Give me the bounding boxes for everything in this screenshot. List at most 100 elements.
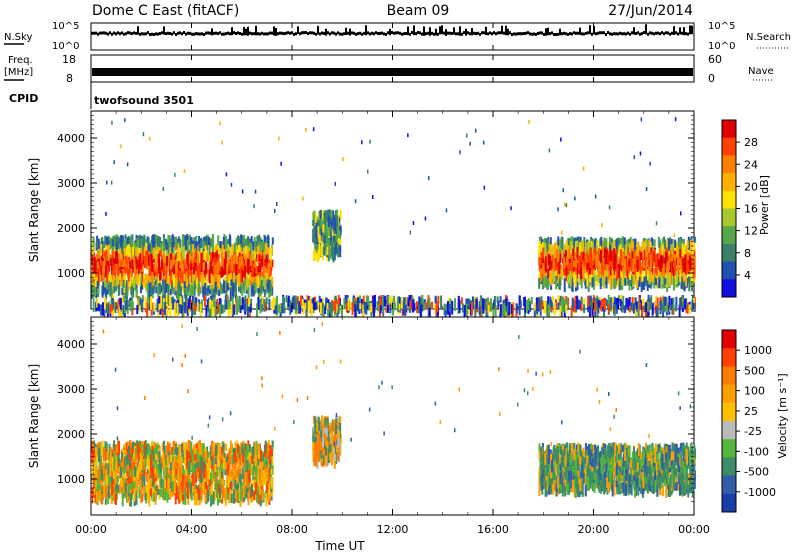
echo-cell — [649, 255, 652, 266]
echo-cell — [134, 270, 137, 278]
power-y-axis-label: Slant Range [km] — [27, 158, 41, 262]
echo-cell — [157, 281, 160, 291]
echo-cell — [186, 240, 189, 254]
echo-cell — [547, 278, 550, 290]
echo-cell — [312, 127, 315, 132]
echo-cell — [113, 160, 115, 165]
echo-cell — [179, 270, 182, 284]
echo-cell — [121, 287, 124, 296]
echo-cell — [321, 298, 324, 309]
echo-cell — [309, 296, 312, 311]
echo-cell — [226, 282, 229, 292]
echo-cell — [253, 237, 256, 248]
echo-cell — [359, 303, 362, 310]
echo-cell — [370, 303, 373, 313]
echo-cell — [245, 303, 248, 312]
echo-cell — [515, 303, 518, 314]
echo-cell — [658, 259, 661, 267]
echo-cell — [153, 269, 156, 278]
echo-cell — [223, 280, 226, 294]
echo-cell — [166, 242, 169, 254]
echo-cell — [193, 295, 196, 307]
echo-cell — [250, 446, 252, 456]
echo-cell — [110, 287, 113, 301]
echo-cell — [160, 285, 163, 293]
echo-cell — [167, 234, 170, 247]
echo-cell — [611, 270, 614, 279]
echo-cell — [125, 300, 128, 311]
echo-cell — [609, 236, 612, 245]
echo-cell — [259, 284, 262, 297]
echo-cell — [120, 144, 122, 149]
echo-cell — [382, 298, 385, 312]
echo-cell — [594, 239, 596, 248]
echo-cell — [679, 254, 682, 269]
echo-cell — [542, 263, 545, 275]
echo-cell — [145, 250, 148, 264]
echo-cell — [264, 248, 267, 260]
echo-cell — [243, 247, 246, 258]
echo-cell — [689, 258, 692, 269]
echo-cell — [407, 299, 410, 307]
echo-cell — [320, 218, 323, 228]
echo-cell — [91, 255, 93, 265]
echo-cell — [244, 295, 247, 304]
colorbar-swatch — [722, 208, 736, 227]
echo-cell — [425, 302, 428, 310]
echo-cell — [97, 239, 100, 249]
echo-cell — [652, 250, 655, 263]
echo-cell — [247, 278, 250, 291]
echo-cell — [198, 248, 201, 263]
echo-cell — [183, 245, 185, 260]
echo-cell — [178, 247, 181, 261]
echo-cell — [225, 286, 228, 300]
echo-cell — [617, 259, 620, 268]
echo-cell — [373, 304, 375, 317]
echo-cell — [266, 262, 269, 270]
echo-cell — [271, 237, 274, 245]
echo-cell — [548, 304, 551, 318]
echo-cell — [138, 486, 141, 499]
echo-cell — [171, 272, 174, 287]
echo-cell — [563, 253, 566, 262]
echo-cell — [627, 299, 630, 311]
echo-cell — [329, 302, 332, 309]
echo-cell — [101, 250, 104, 257]
echo-cell — [94, 269, 97, 283]
echo-cell — [590, 257, 593, 267]
echo-cell — [267, 234, 270, 248]
echo-cell — [148, 242, 151, 252]
echo-cell — [524, 300, 527, 313]
echo-cell — [330, 210, 333, 218]
echo-cell — [118, 253, 121, 262]
echo-cell — [166, 256, 169, 267]
echo-cell — [610, 251, 613, 261]
echo-cell — [217, 235, 220, 250]
echo-cell — [188, 299, 190, 309]
echo-cell — [673, 277, 675, 291]
echo-cell — [136, 300, 139, 309]
echo-cell — [190, 237, 193, 244]
echo-cell — [111, 120, 113, 125]
echo-cell — [96, 298, 99, 308]
echo-cell — [518, 295, 521, 306]
echo-cell — [211, 441, 214, 449]
echo-cell — [205, 276, 208, 288]
echo-cell — [575, 266, 578, 279]
echo-cell — [576, 295, 579, 310]
echo-cell — [672, 297, 675, 309]
echo-cell — [651, 302, 654, 315]
echo-cell — [646, 259, 649, 267]
echo-cell — [271, 449, 273, 457]
echo-cell — [625, 262, 628, 276]
echo-cell — [258, 254, 261, 262]
echo-cell — [137, 263, 140, 277]
echo-cell — [139, 253, 142, 262]
echo-cell — [203, 294, 206, 307]
colorbar-tick-label: 24 — [744, 158, 758, 171]
echo-cell — [226, 249, 229, 261]
echo-cell — [557, 266, 560, 274]
echo-cell — [181, 270, 184, 284]
echo-cell — [564, 202, 566, 207]
